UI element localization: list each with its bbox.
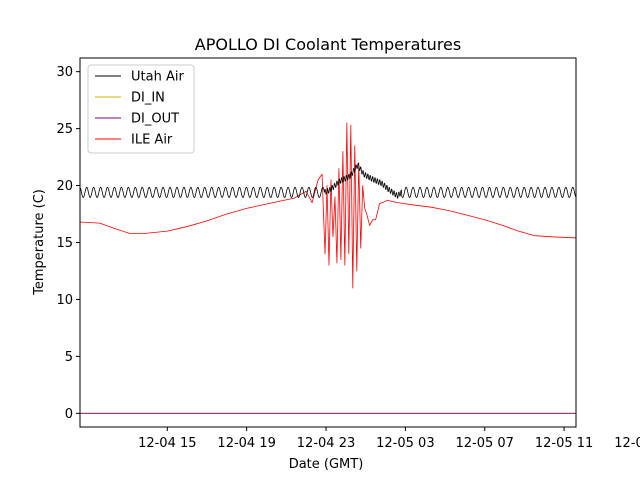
y-tick-label: 5 bbox=[65, 350, 73, 365]
x-tick-label: 12-05 07 bbox=[456, 436, 514, 451]
series-line-ile-air bbox=[80, 122, 576, 289]
x-tick-label: 12-05 11 bbox=[535, 436, 593, 451]
legend: Utah Air DI_IN DI_OUT ILE Air bbox=[87, 64, 195, 154]
chart-title: APOLLO DI Coolant Temperatures bbox=[195, 35, 461, 54]
x-axis-ticks: 12-04 15 12-04 19 12-04 23 12-05 03 12-05 07… bbox=[138, 427, 640, 451]
y-tick-label: 0 bbox=[65, 407, 73, 422]
series-line-utah-air bbox=[80, 162, 576, 199]
y-axis-label: Temperature (C) bbox=[32, 189, 47, 296]
y-tick-label: 10 bbox=[56, 293, 73, 308]
x-tick-label: 12-04 23 bbox=[297, 436, 355, 451]
legend-entry-label: DI_OUT bbox=[131, 112, 179, 127]
plot-lines bbox=[80, 122, 576, 414]
legend-entry-label: ILE Air bbox=[131, 133, 173, 148]
x-tick-label: 12-04 19 bbox=[217, 436, 275, 451]
y-tick-label: 30 bbox=[56, 65, 73, 80]
x-tick-label: 12-05 15 bbox=[614, 436, 640, 451]
y-axis-ticks: 0 5 10 15 20 25 30 bbox=[56, 65, 80, 422]
x-tick-label: 12-05 03 bbox=[376, 436, 434, 451]
x-tick-label: 12-04 15 bbox=[138, 436, 196, 451]
legend-entry-label: Utah Air bbox=[131, 70, 184, 85]
legend-box bbox=[87, 64, 195, 154]
y-tick-label: 20 bbox=[56, 179, 73, 194]
x-axis-label: Date (GMT) bbox=[289, 457, 364, 472]
legend-entry-label: DI_IN bbox=[131, 91, 165, 106]
y-tick-label: 15 bbox=[56, 236, 73, 251]
y-tick-label: 25 bbox=[56, 122, 73, 137]
